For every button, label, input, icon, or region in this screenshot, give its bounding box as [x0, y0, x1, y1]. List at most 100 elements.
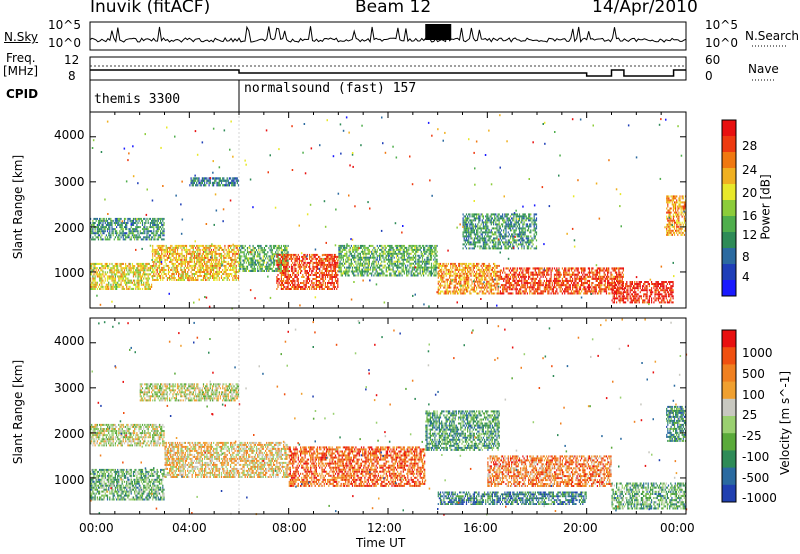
echo-cell	[104, 222, 106, 224]
echo-cell	[233, 279, 235, 281]
echo-cell	[160, 275, 162, 277]
echo-cell	[126, 283, 128, 286]
echo-cell	[225, 273, 227, 275]
echo-cell	[103, 232, 105, 235]
echo-cell	[131, 230, 133, 233]
echo-cell	[415, 248, 417, 251]
echo-cell	[233, 271, 235, 273]
echo-cell	[558, 267, 560, 270]
echo-cell	[233, 252, 235, 255]
echo-cell	[324, 276, 326, 278]
echo-cell	[236, 246, 238, 249]
echo-cell	[170, 244, 172, 247]
echo-cell	[386, 258, 389, 261]
echo-cell	[419, 246, 421, 249]
echo-cell	[156, 260, 158, 263]
echo-cell	[140, 232, 142, 235]
echo-cell	[374, 256, 376, 259]
echo-cell	[123, 279, 126, 282]
echo-cell	[386, 266, 389, 269]
echo-cell	[251, 269, 253, 272]
echo-cell	[304, 272, 306, 274]
echo-cell	[415, 258, 417, 261]
echo-cell	[160, 262, 162, 265]
echo-cell	[214, 258, 216, 261]
echo-cell	[258, 249, 260, 252]
echo-cell	[398, 244, 400, 247]
echo-cell	[218, 271, 220, 273]
echo-cell	[210, 269, 212, 271]
echo-cell	[502, 277, 504, 280]
echo-cell	[201, 244, 203, 247]
echo-cell	[401, 254, 403, 257]
echo-cell	[278, 247, 280, 250]
echo-cell	[292, 270, 294, 272]
echo-cell	[178, 273, 180, 275]
echo-cell	[214, 262, 216, 265]
echo-cell	[524, 275, 526, 278]
echo-cell	[139, 222, 141, 224]
echo-cell	[514, 273, 516, 276]
echo-cell	[267, 265, 269, 268]
echo-cell	[468, 284, 470, 287]
echo-cell	[522, 290, 524, 293]
echo-cell	[90, 285, 92, 288]
echo-cell	[286, 278, 288, 280]
echo-cell	[334, 255, 337, 258]
echo-cell	[509, 277, 512, 280]
echo-cell	[131, 287, 133, 290]
echo-cell	[307, 286, 310, 288]
echo-cell	[323, 253, 325, 256]
echo-cell	[550, 269, 552, 272]
echo-cell	[281, 284, 284, 286]
echo-cell	[106, 271, 109, 274]
echo-cell	[455, 286, 457, 289]
echo-cell	[218, 181, 220, 185]
echo-cell	[225, 269, 227, 271]
echo-cell	[531, 271, 533, 274]
echo-cell	[227, 260, 229, 263]
echo-cell	[304, 265, 306, 268]
echo-cell	[489, 264, 491, 267]
echo-cell	[96, 228, 98, 231]
echo-cell	[246, 257, 249, 260]
echo-cell	[538, 269, 540, 272]
echo-cell	[417, 250, 419, 253]
echo-cell	[261, 251, 263, 254]
echo-cell	[312, 282, 314, 284]
echo-cell	[345, 272, 347, 275]
echo-cell	[205, 256, 207, 259]
echo-cell	[333, 263, 335, 266]
echo-cell	[97, 238, 100, 241]
echo-cell	[414, 264, 416, 267]
echo-cell	[161, 232, 163, 235]
echo-cell	[313, 255, 315, 258]
echo-cell	[332, 263, 334, 266]
echo-cell	[511, 273, 513, 276]
echo-cell	[400, 256, 402, 259]
echo-cell	[228, 275, 230, 277]
echo-cell	[164, 273, 166, 275]
echo-cell	[559, 279, 561, 282]
echo-cell	[381, 260, 383, 263]
echo-cell	[262, 249, 264, 252]
echo-cell	[274, 253, 276, 256]
echo-cell	[135, 285, 137, 288]
echo-cell	[386, 244, 389, 247]
echo-cell	[540, 292, 542, 295]
echo-cell	[478, 268, 480, 271]
echo-cell	[379, 274, 381, 277]
echo-cell	[513, 275, 515, 278]
echo-cell	[193, 254, 195, 257]
echo-cell	[313, 265, 315, 268]
echo-cell	[110, 234, 112, 237]
echo-cell	[459, 266, 461, 269]
echo-cell	[201, 248, 203, 251]
echo-cell	[237, 256, 240, 259]
echo-cell	[196, 254, 198, 257]
echo-cell	[337, 270, 339, 272]
echo-cell	[488, 268, 490, 271]
echo-cell	[285, 255, 287, 258]
echo-cell	[513, 269, 515, 272]
echo-cell	[567, 290, 569, 293]
